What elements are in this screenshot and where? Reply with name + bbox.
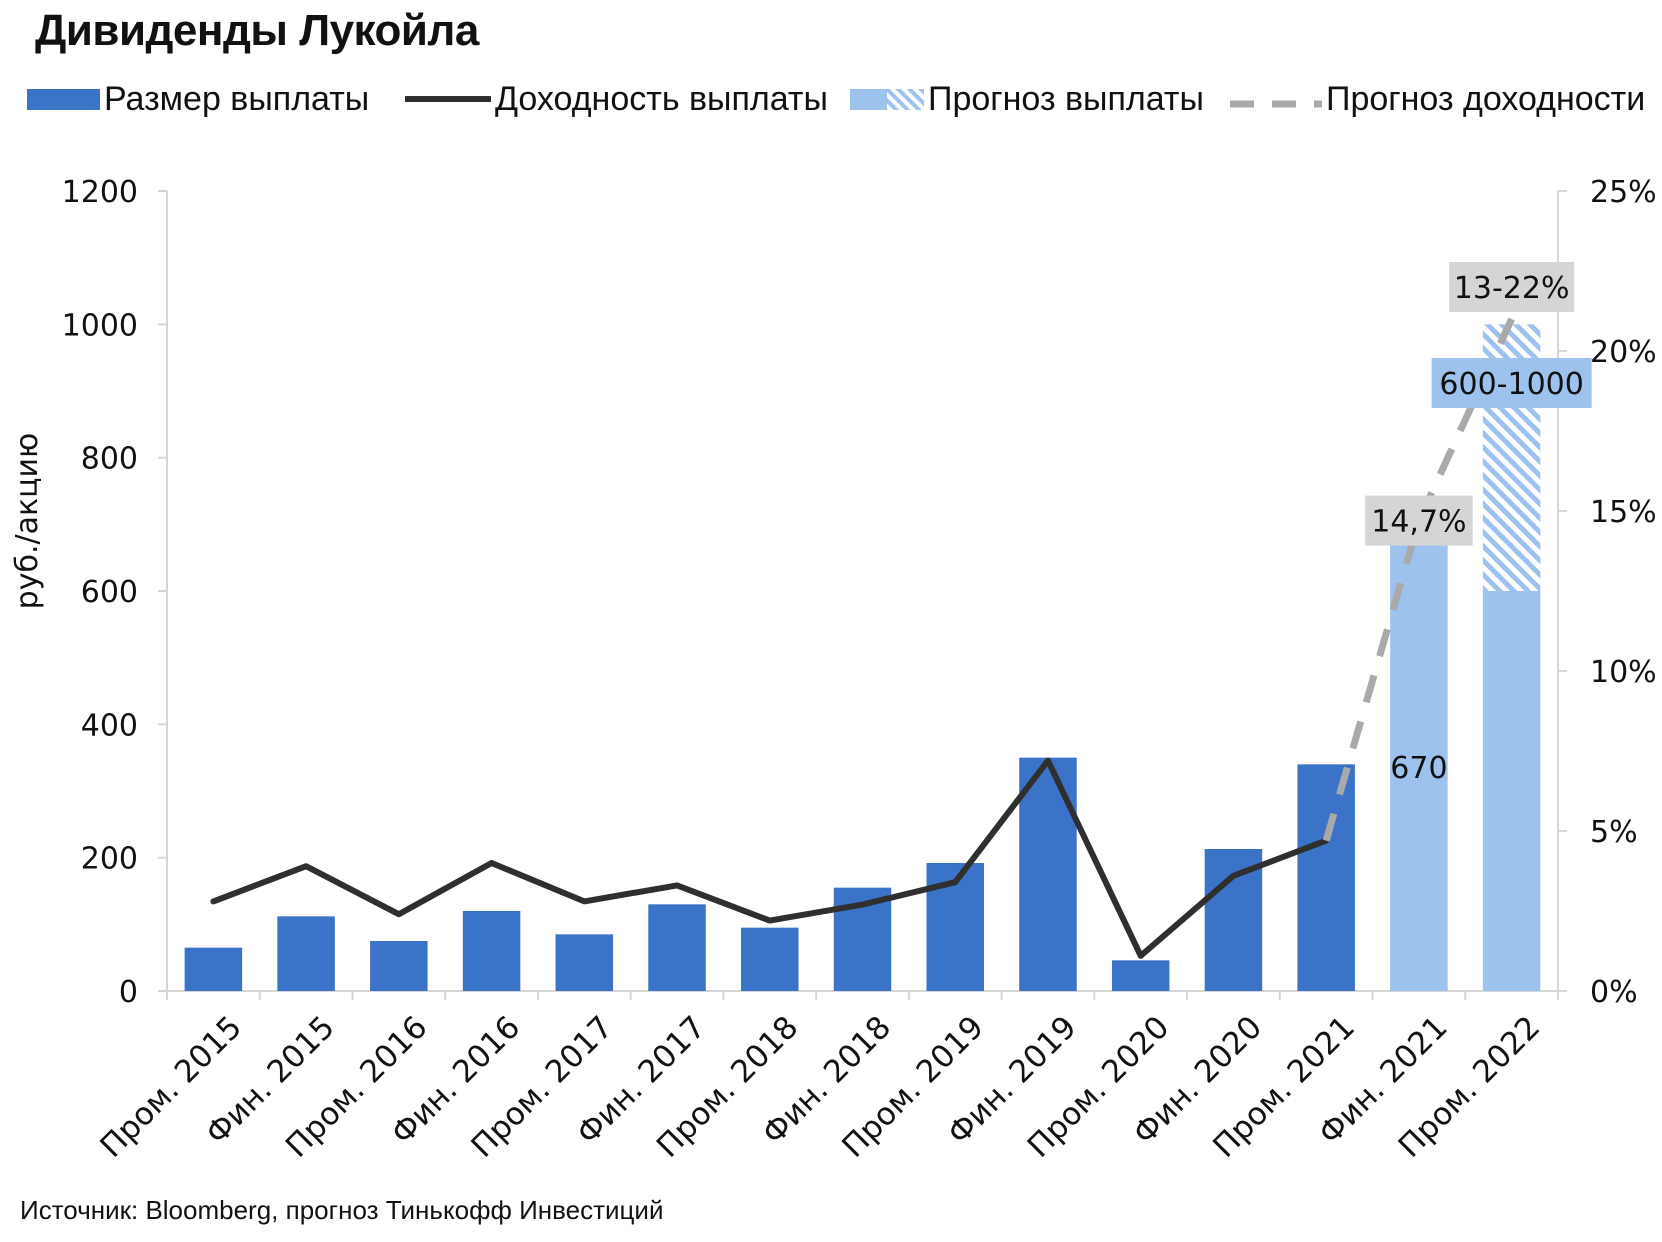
bar-actual [1111,960,1170,991]
annotation-label: 670 [1390,751,1447,786]
bar-actual [277,916,335,991]
legend-swatch-actual-line [405,96,491,102]
legend-hatch-svg [850,88,924,110]
annotation-label: 13-22% [1454,271,1570,306]
y-tick-label: 800 [81,442,138,477]
annotation-box [1449,262,1575,312]
bar-actual [1019,757,1077,991]
legend-label: Размер выплаты [104,79,370,118]
legend-dash-svg [1230,100,1322,108]
bar-forecast [1482,591,1541,991]
bar-actual [555,934,614,991]
y2-tick-label: 25% [1590,175,1657,210]
y-tick-label: 400 [81,708,138,743]
legend-item-actual-bar: Размер выплаты [27,74,369,124]
y-axis-title: руб./акцию [10,433,45,610]
legend-item-actual-line: Доходность выплаты [405,74,828,124]
legend-swatch-hatch-part [887,88,924,110]
legend-swatch-forecast-bar [850,88,924,110]
legend-swatch-solid-part [850,88,887,110]
y-tick-label: 600 [81,575,138,610]
bar-actual [370,941,428,991]
bar-actual [1297,764,1355,991]
bar-actual [741,927,799,991]
annotation-label: 600-1000 [1439,367,1583,402]
chart-title: Дивиденды Лукойла [35,6,479,55]
source-note: Источник: Bloomberg, прогноз Тинькофф Ин… [20,1195,664,1225]
labels: 14,7% 13-22% 600-1000 670 [1365,262,1592,786]
y2-tick-label: 20% [1590,335,1657,370]
yield-line [210,757,1330,959]
y2-tick-label: 10% [1590,655,1657,690]
y2-tick-label: 5% [1590,815,1638,850]
annotation-box [1431,358,1592,408]
y2-tick-label: 15% [1590,495,1657,530]
y-tick-label: 1200 [62,175,138,210]
y-tick-label: 200 [81,842,138,877]
bar-actual [648,904,706,991]
legend-item-forecast-bar: Прогноз выплаты [850,74,1204,124]
annotation-box [1365,495,1473,546]
y2-tick-label: 0% [1590,975,1638,1010]
legend-item-forecast-line: Прогноз доходности [1230,74,1645,124]
legend-swatch-actual-bar [27,88,100,110]
y-tick-label: 0 [119,975,138,1010]
legend-label: Прогноз доходности [1326,79,1646,118]
annotation-label: 14,7% [1371,505,1466,540]
legend-label: Доходность выплаты [495,79,828,118]
legend: Размер выплаты Доходность выплаты Прогно… [0,74,1662,134]
y-tick-label: 1000 [62,308,138,343]
bar-forecast [1390,544,1448,991]
bars [184,324,1541,991]
bar-actual [184,947,243,991]
legend-label: Прогноз выплаты [928,79,1204,118]
legend-swatch-forecast-line [1230,95,1322,108]
bar-actual [462,911,521,991]
